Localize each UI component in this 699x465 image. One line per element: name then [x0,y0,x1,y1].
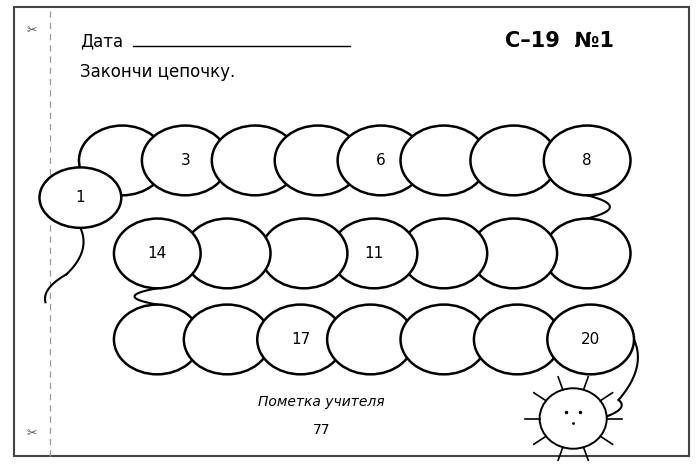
Ellipse shape [547,305,634,374]
Ellipse shape [338,126,424,195]
Ellipse shape [79,126,166,195]
Text: 3: 3 [180,153,190,168]
Ellipse shape [212,126,298,195]
Ellipse shape [184,305,271,374]
Ellipse shape [257,305,344,374]
Text: 20: 20 [581,332,600,347]
Ellipse shape [114,219,201,288]
Text: ✂: ✂ [26,427,37,440]
Ellipse shape [40,167,122,228]
Ellipse shape [327,305,414,374]
Ellipse shape [142,126,229,195]
Ellipse shape [261,219,347,288]
Text: 1: 1 [75,190,85,205]
Ellipse shape [470,219,557,288]
Ellipse shape [544,219,630,288]
Ellipse shape [331,219,417,288]
Text: 8: 8 [582,153,592,168]
Text: 17: 17 [291,332,310,347]
Text: ✂: ✂ [26,24,37,37]
Text: 14: 14 [147,246,167,261]
Text: С–19  №1: С–19 №1 [505,31,614,51]
Text: Пометка учителя: Пометка учителя [258,395,385,409]
Ellipse shape [474,305,561,374]
Ellipse shape [275,126,361,195]
Ellipse shape [544,126,630,195]
Text: 77: 77 [312,423,331,437]
Ellipse shape [401,126,487,195]
Text: Закончи цепочку.: Закончи цепочку. [80,63,236,81]
Text: 11: 11 [364,246,384,261]
FancyBboxPatch shape [14,7,689,456]
Ellipse shape [114,305,201,374]
Ellipse shape [401,305,487,374]
Ellipse shape [184,219,271,288]
Text: Дата: Дата [80,32,124,50]
Ellipse shape [540,388,607,449]
Ellipse shape [401,219,487,288]
Text: 6: 6 [376,153,386,168]
Ellipse shape [470,126,557,195]
